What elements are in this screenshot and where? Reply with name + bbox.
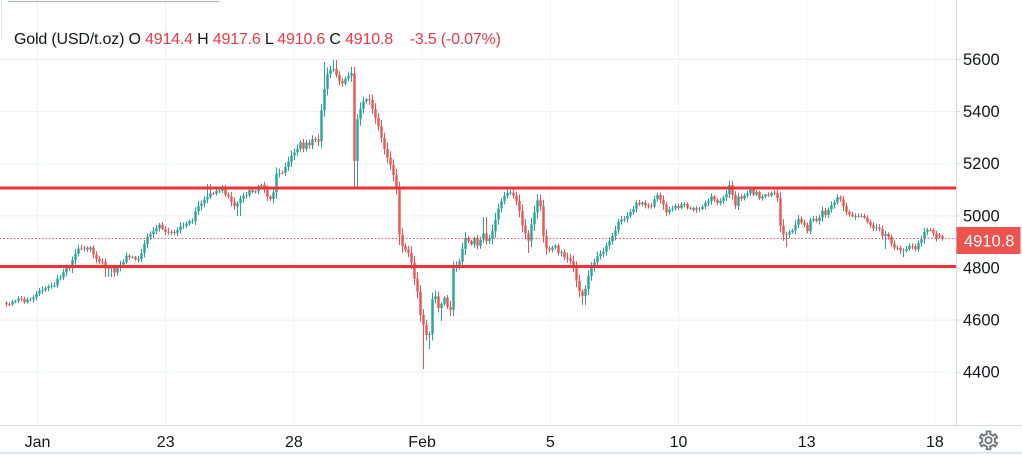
svg-text:4800: 4800	[963, 260, 1000, 278]
svg-text:23: 23	[157, 434, 175, 451]
svg-text:5: 5	[546, 434, 555, 451]
svg-text:5000: 5000	[963, 207, 1000, 225]
svg-text:5200: 5200	[963, 155, 1000, 173]
svg-text:5400: 5400	[963, 103, 1000, 121]
svg-text:4400: 4400	[963, 364, 1000, 382]
svg-text:18: 18	[926, 434, 944, 451]
svg-text:13: 13	[798, 434, 816, 451]
svg-text:Gold (USD/t.oz) O 4914.4 H 491: Gold (USD/t.oz) O 4914.4 H 4917.6 L 4910…	[14, 31, 501, 48]
svg-text:10: 10	[670, 434, 688, 451]
svg-text:28: 28	[285, 434, 303, 451]
svg-text:4600: 4600	[963, 312, 1000, 330]
svg-text:Jan: Jan	[25, 434, 51, 451]
svg-text:5600: 5600	[963, 51, 1000, 69]
svg-text:4910.8: 4910.8	[964, 233, 1014, 251]
svg-text:Feb: Feb	[408, 434, 436, 451]
